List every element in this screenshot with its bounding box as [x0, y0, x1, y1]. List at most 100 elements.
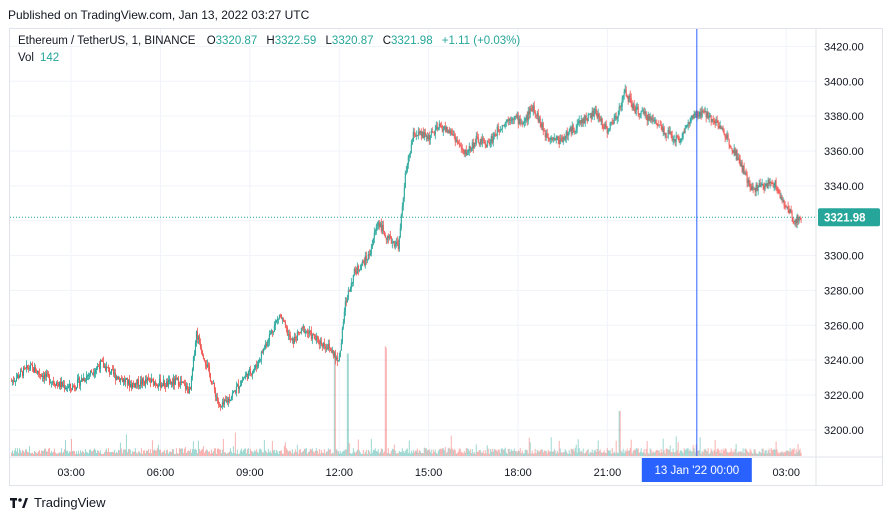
candle-body: [669, 131, 671, 134]
volume-bar: [188, 451, 190, 456]
candle-body: [433, 132, 435, 135]
candle-body: [599, 117, 601, 121]
candle-body: [581, 120, 583, 124]
candle-body: [299, 332, 301, 334]
candle-body: [585, 115, 587, 120]
volume-bar: [184, 447, 186, 456]
volume-bar: [783, 451, 785, 456]
candle-body: [328, 344, 330, 348]
volume-bar: [680, 450, 682, 456]
x-tick-label: 12:00: [325, 467, 353, 479]
volume-bar: [430, 449, 432, 456]
candle-body: [703, 111, 705, 113]
candle-body: [762, 183, 764, 185]
candle-body: [308, 330, 310, 334]
candle-body: [418, 131, 420, 134]
candle-body: [403, 187, 405, 199]
candle-body: [486, 141, 488, 148]
volume-bar: [708, 453, 710, 456]
candle-body: [15, 377, 17, 381]
candle-body: [579, 120, 581, 123]
candle-body: [715, 120, 717, 124]
volume-bar: [529, 442, 531, 456]
volume-bar: [251, 451, 253, 456]
candle-body: [344, 301, 346, 312]
candle-body: [284, 321, 286, 326]
candle-body: [549, 139, 551, 140]
candle-body: [794, 219, 796, 222]
volume-bar: [646, 441, 648, 456]
volume-bar: [88, 449, 90, 456]
volume-bar: [576, 452, 578, 456]
candle-body: [106, 366, 108, 368]
candle-body: [519, 118, 521, 124]
candle-body: [782, 199, 784, 201]
volume-bar: [634, 449, 636, 456]
candle-body: [592, 110, 594, 117]
candle-body: [175, 378, 177, 380]
volume-bar: [758, 451, 760, 456]
volume-bar: [390, 451, 392, 456]
candle-body: [595, 109, 597, 114]
candle-body: [131, 383, 133, 388]
volume-bar: [408, 440, 410, 456]
chart-frame[interactable]: [9, 28, 883, 486]
candle-body: [467, 150, 469, 153]
volume-bar: [473, 451, 475, 456]
volume-bar: [656, 450, 658, 456]
candle-body: [399, 228, 401, 238]
volume-bar: [21, 449, 23, 456]
volume-bar: [318, 449, 320, 456]
candle-body: [16, 374, 18, 378]
volume-bar: [368, 451, 370, 456]
volume-bar: [54, 452, 56, 456]
candle-body: [26, 365, 28, 369]
candle-body: [505, 121, 507, 123]
candle-body: [297, 331, 299, 333]
footer-brand[interactable]: TradingView: [10, 495, 106, 510]
candle-body: [788, 209, 790, 214]
volume-bar: [159, 449, 161, 456]
volume-bar: [345, 449, 347, 456]
candle-body: [282, 318, 284, 322]
candle-body: [410, 144, 412, 153]
candle-body: [13, 381, 15, 382]
candle-body: [427, 135, 429, 139]
candle-body: [630, 97, 632, 104]
volume-bar: [28, 446, 30, 456]
candle-body: [365, 255, 367, 261]
volume-bar: [17, 453, 19, 456]
candle-body: [539, 118, 541, 123]
candle-body: [393, 241, 395, 247]
candle-body: [402, 198, 404, 207]
volume-bar: [16, 448, 18, 456]
x-tick-label: 09:00: [236, 467, 264, 479]
candle-body: [464, 149, 466, 154]
candle-body: [193, 354, 195, 357]
candle-body: [333, 353, 335, 356]
candle-body: [43, 374, 45, 379]
volume-bar: [274, 452, 276, 456]
volume-bar: [278, 451, 280, 456]
volume-bar: [752, 453, 754, 456]
candle-body: [657, 124, 659, 126]
candle-body: [240, 381, 242, 386]
candle-body: [680, 138, 682, 142]
volume-bar: [31, 452, 33, 456]
candle-body: [312, 334, 314, 335]
volume-bar: [772, 450, 774, 456]
candle-body: [320, 340, 322, 345]
volume-bar: [645, 448, 647, 456]
candle-body: [358, 270, 360, 271]
volume-bar: [503, 449, 505, 456]
candle-body: [214, 389, 216, 398]
candle-body: [269, 333, 271, 335]
candle-body: [377, 222, 379, 225]
candle-body: [352, 274, 354, 283]
candle-body: [535, 115, 537, 116]
volume-bar: [780, 452, 782, 456]
candle-body: [724, 134, 726, 138]
volume-bar: [104, 450, 106, 456]
candle-body: [87, 375, 89, 376]
